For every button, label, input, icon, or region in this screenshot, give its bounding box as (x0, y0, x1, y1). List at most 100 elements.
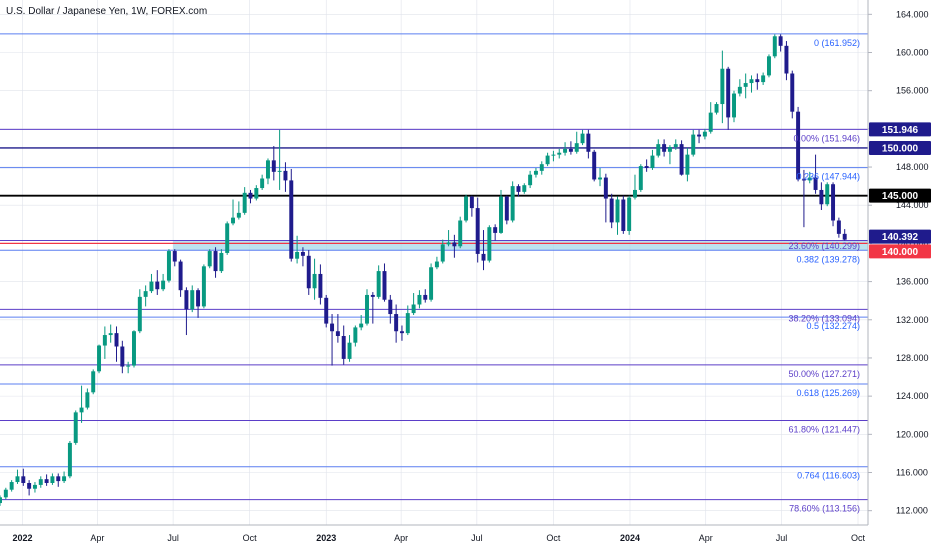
candle-body (330, 323, 335, 332)
candle-body (574, 143, 579, 152)
candle-body (778, 36, 783, 46)
candle-body (411, 304, 416, 314)
candle-body (452, 242, 457, 247)
candle-body (598, 177, 603, 180)
candle-body (178, 261, 183, 291)
candle-body (207, 251, 212, 267)
candle-body (749, 79, 754, 84)
candle-body (289, 180, 294, 259)
candle-body (376, 271, 381, 297)
candle-body (62, 476, 67, 482)
candle-body (487, 227, 492, 261)
candle-body (242, 192, 247, 213)
candle-body (691, 134, 696, 155)
candle-body (434, 261, 439, 268)
price-tag (869, 122, 931, 137)
x-tick-label: Jul (471, 533, 483, 543)
y-tick-label: 148.000 (896, 162, 929, 172)
candle-body (56, 476, 61, 482)
candle-body (3, 489, 8, 498)
candle-body (493, 227, 498, 233)
candle-body (429, 267, 434, 300)
price-tag-label: 151.946 (882, 125, 919, 136)
fib-level-label: 0.236 (147.944) (796, 172, 860, 182)
candle-body (563, 148, 568, 153)
candle-body (662, 144, 667, 152)
candle-body (388, 299, 393, 315)
candle-body (557, 152, 562, 155)
candle-body (632, 189, 637, 198)
candle-body (499, 196, 503, 233)
candle-body (568, 148, 573, 152)
candle-body (265, 160, 270, 179)
x-tick-label: 2024 (620, 533, 640, 543)
price-tag-label: 140.000 (882, 247, 919, 258)
candle-body (50, 476, 55, 483)
candle-body (405, 313, 410, 334)
candle-body (732, 93, 736, 118)
candle-body (295, 252, 300, 259)
candle-body (0, 497, 2, 504)
candle-body (324, 297, 329, 324)
candle-body (772, 36, 777, 57)
candle-body (464, 196, 469, 221)
candle-body (423, 294, 428, 300)
candle-body (720, 68, 725, 105)
candle-body (504, 196, 509, 221)
candle-body (697, 134, 702, 137)
fib-level-label: 23.60% (140.299) (788, 241, 860, 251)
candle-body (685, 154, 690, 175)
x-tick-label: Apr (90, 533, 104, 543)
candle-body (347, 342, 352, 359)
price-tag (869, 244, 931, 259)
candle-body (638, 166, 643, 190)
fib-level-label: 50.00% (127.271) (788, 369, 860, 379)
candle-body (702, 131, 707, 137)
candle-body (656, 144, 661, 156)
candle-body (9, 482, 14, 490)
candle-body (644, 166, 649, 168)
candle-body (533, 170, 538, 175)
candle-body (399, 331, 404, 334)
y-tick-label: 124.000 (896, 391, 929, 401)
price-tag-label: 150.000 (882, 143, 919, 154)
chart-title: U.S. Dollar / Japanese Yen, 1W, FOREX.co… (6, 6, 208, 17)
candle-body (580, 133, 585, 144)
candle-body (819, 189, 824, 205)
fib-level-label: 61.80% (121.447) (788, 425, 860, 435)
candle-body (790, 73, 795, 112)
candle-body (446, 242, 451, 245)
candle-body (528, 174, 533, 186)
y-tick-label: 136.000 (896, 277, 929, 287)
fib-level-label: 38.20% (133.094) (788, 313, 860, 323)
candle-body (458, 220, 463, 247)
candle-body (27, 483, 32, 489)
x-tick-label: 2022 (12, 533, 32, 543)
candle-body (225, 223, 230, 253)
y-tick-label: 132.000 (896, 315, 929, 325)
candle-body (796, 111, 801, 180)
y-tick-label: 116.000 (896, 468, 928, 478)
candle-body (300, 252, 305, 256)
candle-body (708, 112, 713, 132)
candle-body (365, 294, 369, 324)
candle-body (201, 266, 206, 307)
candle-body (73, 412, 78, 443)
candle-body (469, 196, 474, 209)
candle-body (621, 199, 626, 231)
time-axis-bg (0, 525, 932, 550)
candle-body (743, 83, 748, 87)
candle-body (213, 251, 218, 272)
candle-body (155, 281, 160, 290)
candle-body (67, 442, 72, 477)
candle-body (143, 291, 148, 297)
x-tick-label: Oct (851, 533, 866, 543)
candle-body (91, 371, 96, 393)
price-tag-label: 145.000 (882, 191, 919, 202)
y-tick-label: 128.000 (896, 353, 929, 363)
candle-body (813, 177, 818, 190)
candle-body (32, 484, 37, 489)
candle-body (481, 253, 486, 261)
